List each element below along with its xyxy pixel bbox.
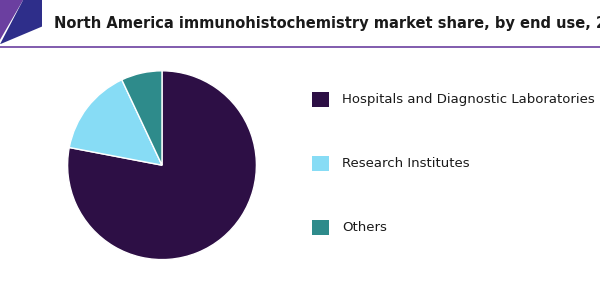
FancyBboxPatch shape: [312, 92, 329, 107]
Text: North America immunohistochemistry market share, by end use, 2017 (%): North America immunohistochemistry marke…: [54, 16, 600, 31]
Wedge shape: [68, 71, 256, 260]
Text: Research Institutes: Research Institutes: [342, 157, 470, 170]
FancyBboxPatch shape: [312, 220, 329, 235]
Text: Others: Others: [342, 221, 387, 234]
FancyBboxPatch shape: [312, 156, 329, 171]
Wedge shape: [69, 80, 162, 165]
Polygon shape: [0, 0, 23, 44]
Text: Hospitals and Diagnostic Laboratories: Hospitals and Diagnostic Laboratories: [342, 93, 595, 106]
Polygon shape: [0, 0, 42, 44]
Wedge shape: [122, 71, 162, 165]
